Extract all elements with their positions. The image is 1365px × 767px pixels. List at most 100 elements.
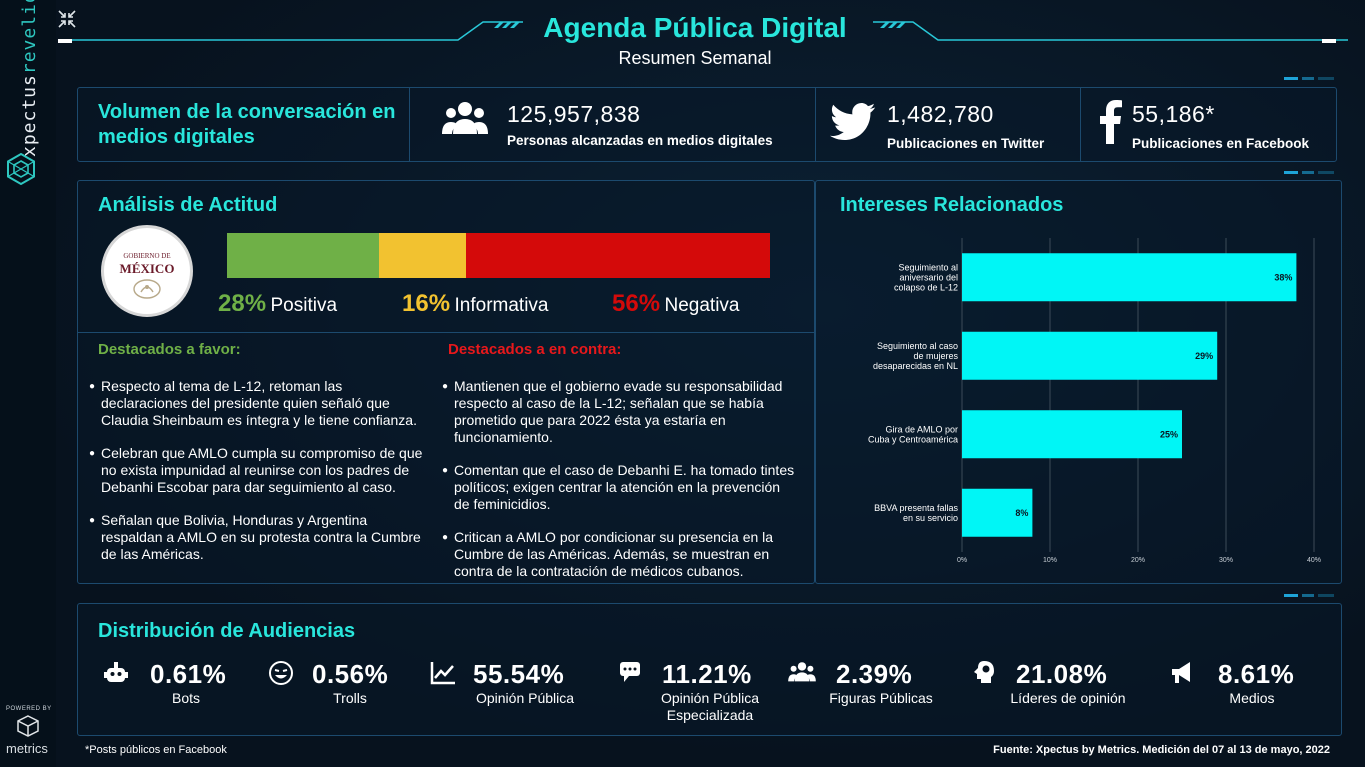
twitter-label: Publicaciones en Twitter (887, 136, 1045, 151)
bar (962, 410, 1182, 459)
twitter-icon (830, 103, 876, 141)
bar-value-label: 8% (1015, 508, 1028, 518)
facebook-value: 55,186* (1132, 101, 1215, 127)
robot-icon (104, 662, 128, 682)
audience-label-trolls: Trolls (333, 690, 367, 706)
lightbulb-head-icon (974, 661, 994, 683)
metrics-cube-icon (17, 715, 39, 737)
category-label: aniversario del (899, 272, 958, 282)
audience-label-public-figures: Figuras Públicas (829, 690, 933, 706)
audience-pct-public-opinion: 55.54% (473, 659, 565, 689)
people-group-icon (788, 662, 816, 682)
people-group-icon (442, 102, 488, 134)
facebook-label: Publicaciones en Facebook (1132, 136, 1310, 151)
volume-title: Volumen de la conversación en medios dig… (98, 101, 396, 148)
government-seal (101, 225, 193, 317)
deco-dash (1302, 77, 1314, 80)
positive-pct: 28% (218, 290, 267, 317)
negative-label: Negativa (664, 295, 740, 316)
divider (815, 87, 816, 162)
bar (962, 488, 1033, 537)
attitude-bar (227, 233, 770, 278)
metrics-brand: metrics (6, 741, 48, 756)
contra-list: Mantienen que el gobierno evade su respo… (442, 378, 797, 596)
attitude-segment-informative (379, 233, 466, 278)
x-tick-label: 20% (1131, 557, 1145, 564)
list-item: Celebran que AMLO cumpla su compromiso d… (89, 445, 424, 496)
x-tick-label: 40% (1307, 557, 1321, 564)
category-label: Gira de AMLO por (885, 424, 958, 434)
reach-value: 125,957,838 (507, 101, 641, 127)
deco-dash (1284, 594, 1298, 597)
interests-bar-chart: 0% 10% 20% 30% 40% 38% Seguimiento alaniversar… (868, 238, 1321, 564)
deco-dash (1318, 594, 1334, 597)
powered-by-label: POWERED BY (6, 706, 52, 712)
audience-pct-specialized: 11.21% (662, 659, 752, 689)
chat-bubbles-icon (620, 662, 640, 682)
audience-pct-trolls: 0.56% (312, 659, 389, 689)
audience-pct-opinion-leaders: 21.08% (1016, 659, 1108, 689)
category-label: BBVA presenta fallas (874, 503, 958, 513)
footnote: *Posts públicos en Facebook (85, 744, 227, 756)
bar (962, 253, 1297, 302)
x-tick-label: 30% (1219, 557, 1233, 564)
contra-title: Destacados a en contra: (448, 341, 622, 358)
line-chart-icon (430, 662, 455, 685)
divider (1080, 87, 1081, 162)
audience-pct-public-figures: 2.39% (836, 659, 913, 689)
volume-panel (77, 87, 1337, 162)
bar-value-label: 38% (1274, 272, 1292, 282)
category-label: Seguimiento al (898, 262, 958, 272)
category-label: Seguimiento al caso (877, 341, 958, 351)
attitude-title: Análisis de Actitud (98, 194, 278, 216)
deco-dash (1302, 171, 1314, 174)
x-tick-label: 10% (1043, 557, 1057, 564)
collapse-arrows-icon[interactable] (58, 10, 76, 28)
favor-list: Respecto al tema de L-12, retoman las de… (89, 378, 424, 579)
audience-label-media: Medios (1229, 690, 1275, 706)
category-label: en su servicio (903, 513, 958, 523)
bar (962, 331, 1218, 380)
deco-dash (1318, 171, 1334, 174)
attitude-negative-legend: 56% Negativa (612, 290, 740, 318)
brand-rail (0, 0, 56, 767)
facebook-icon (1100, 100, 1122, 144)
audience-label-bots: Bots (171, 690, 200, 706)
hex-logo-icon (7, 153, 35, 185)
page-subtitle: Resumen Semanal (618, 48, 772, 68)
audience-pct-bots: 0.61% (150, 659, 227, 689)
header-frame (58, 21, 1348, 43)
list-item: Señalan que Bolivia, Honduras y Argentin… (89, 512, 424, 563)
deco-dash (1284, 171, 1298, 174)
list-item: Critican a AMLO por condicionar su prese… (442, 529, 797, 580)
category-label: desaparecidas en NL (873, 361, 958, 371)
deco-dash (1318, 77, 1334, 80)
audience-pct-media: 8.61% (1218, 659, 1295, 689)
audience-label-opinion-leaders: Líderes de opinión (1010, 690, 1126, 706)
bar-value-label: 29% (1195, 351, 1213, 361)
informative-pct: 16% (402, 290, 451, 317)
troll-face-icon (269, 661, 293, 685)
eagle-emblem-icon (133, 279, 161, 299)
category-label: colapso de L-12 (894, 282, 958, 292)
divider (409, 87, 410, 162)
audiences-panel (77, 603, 1342, 736)
attitude-segment-positive (227, 233, 380, 278)
page-title: Agenda Pública Digital (543, 12, 847, 43)
interests-title: Intereses Relacionados (840, 194, 1064, 216)
attitude-positive-legend: 28% Positiva (218, 290, 337, 318)
category-label: Cuba y Centroamérica (868, 434, 958, 444)
audiences-title: Distribución de Audiencias (98, 620, 356, 642)
attitude-informative-legend: 16% Informativa (402, 290, 548, 318)
audience-label-specialized: Opinión Pública Especializada (660, 690, 760, 723)
deco-dash (1284, 77, 1298, 80)
deco-dash (1302, 594, 1314, 597)
negative-pct: 56% (612, 290, 661, 317)
divider (77, 332, 815, 333)
seal-line-1: GOBIERNO DE (123, 252, 171, 260)
interests-panel (815, 180, 1342, 584)
attitude-segment-negative (465, 233, 770, 278)
bar-value-label: 25% (1160, 429, 1178, 439)
x-tick-label: 0% (957, 557, 967, 564)
twitter-value: 1,482,780 (887, 101, 994, 127)
